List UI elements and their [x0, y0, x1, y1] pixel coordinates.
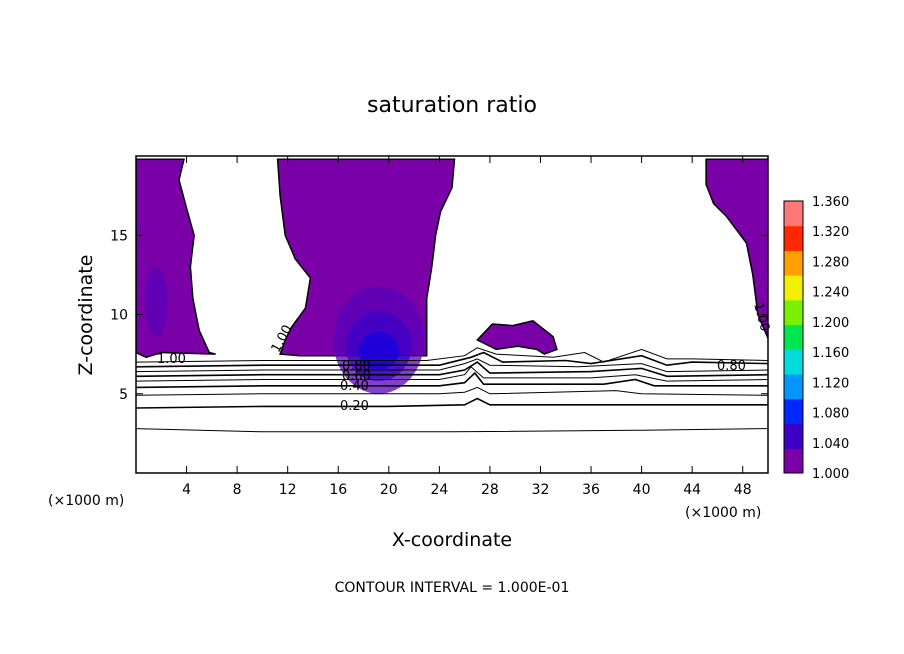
- saturated-region-mid-blob: [476, 319, 558, 355]
- contour-label: 0.80: [342, 359, 371, 374]
- colorbar: 1.000 1.040 1.080 1.120 1.160 1.200 1.240 1.280…: [783, 195, 849, 482]
- x-tick-label: 4: [182, 482, 191, 498]
- x-tick-label: 24: [430, 482, 448, 498]
- contour-line: [136, 428, 768, 433]
- contour-line: [136, 397, 768, 409]
- y-tick-label: 10: [110, 308, 128, 324]
- colorbar-band: [784, 275, 803, 301]
- x-tick-label: 20: [380, 482, 398, 498]
- colorbar-band: [784, 423, 803, 449]
- x-tick-label: 44: [683, 482, 701, 498]
- colorbar-band: [784, 250, 803, 276]
- x-axis-label: X-coordinate: [392, 529, 512, 551]
- contour-line: [136, 361, 768, 378]
- y-axis-unit: (×1000 m): [48, 493, 124, 509]
- colorbar-band: [784, 349, 803, 375]
- colorbar-tick-label: 1.120: [812, 376, 849, 391]
- contour-label: 0.80: [717, 359, 746, 374]
- colorbar-frame: [783, 200, 804, 474]
- x-tick-label: 28: [481, 482, 499, 498]
- x-axis-unit: (×1000 m): [685, 505, 761, 521]
- colorbar-tick-label: 1.280: [812, 255, 849, 270]
- x-tick-label: 8: [233, 482, 242, 498]
- colorbar-band: [784, 324, 803, 350]
- contour-line: [136, 366, 768, 382]
- y-tick-label: 5: [119, 387, 128, 403]
- contour-line: [136, 358, 768, 373]
- y-axis-label: Z-coordinate: [75, 255, 97, 376]
- contour-label: 1.00: [157, 352, 186, 367]
- colorbar-tick-label: 1.040: [812, 437, 849, 452]
- contour-interval-note: CONTOUR INTERVAL = 1.000E-01: [335, 580, 570, 596]
- contour-label: 0.60: [342, 369, 371, 384]
- colorbar-tick-label: 1.000: [812, 467, 849, 482]
- x-tick-label: 36: [582, 482, 600, 498]
- colorbar-band: [784, 448, 803, 474]
- x-tick-label: 40: [633, 482, 651, 498]
- colorbar-tick-label: 1.320: [812, 225, 849, 240]
- colorbar-tick-label: 1.160: [812, 346, 849, 361]
- colorbar-tick-label: 1.240: [812, 286, 849, 301]
- contour-line: [136, 351, 768, 368]
- colorbar-tick-label: 1.360: [812, 195, 849, 210]
- colorbar-band: [784, 225, 803, 251]
- enhanced-region: [144, 266, 168, 337]
- x-tick-label: 12: [279, 482, 297, 498]
- x-tick-label: 32: [532, 482, 550, 498]
- contour-label: 0.20: [340, 399, 369, 414]
- x-tick-label: 48: [734, 482, 752, 498]
- colorbar-band: [784, 398, 803, 425]
- colorbar-band: [784, 201, 803, 227]
- x-tick-label: 16: [329, 482, 347, 498]
- contour-label: 1.00: [750, 301, 772, 333]
- contour-line: [136, 371, 768, 389]
- colorbar-band: [784, 374, 803, 400]
- contour-line: [136, 347, 768, 363]
- contour-line: [136, 386, 768, 396]
- colorbar-tick-label: 1.080: [812, 407, 849, 422]
- plot-background: [136, 156, 768, 473]
- saturated-region-right-column: [705, 158, 768, 339]
- y-tick-label: 15: [110, 228, 128, 244]
- chart-title: saturation ratio: [367, 93, 537, 118]
- colorbar-band: [784, 299, 803, 326]
- contour-label: 0.40: [340, 379, 369, 394]
- colorbar-tick-label: 1.200: [812, 316, 849, 331]
